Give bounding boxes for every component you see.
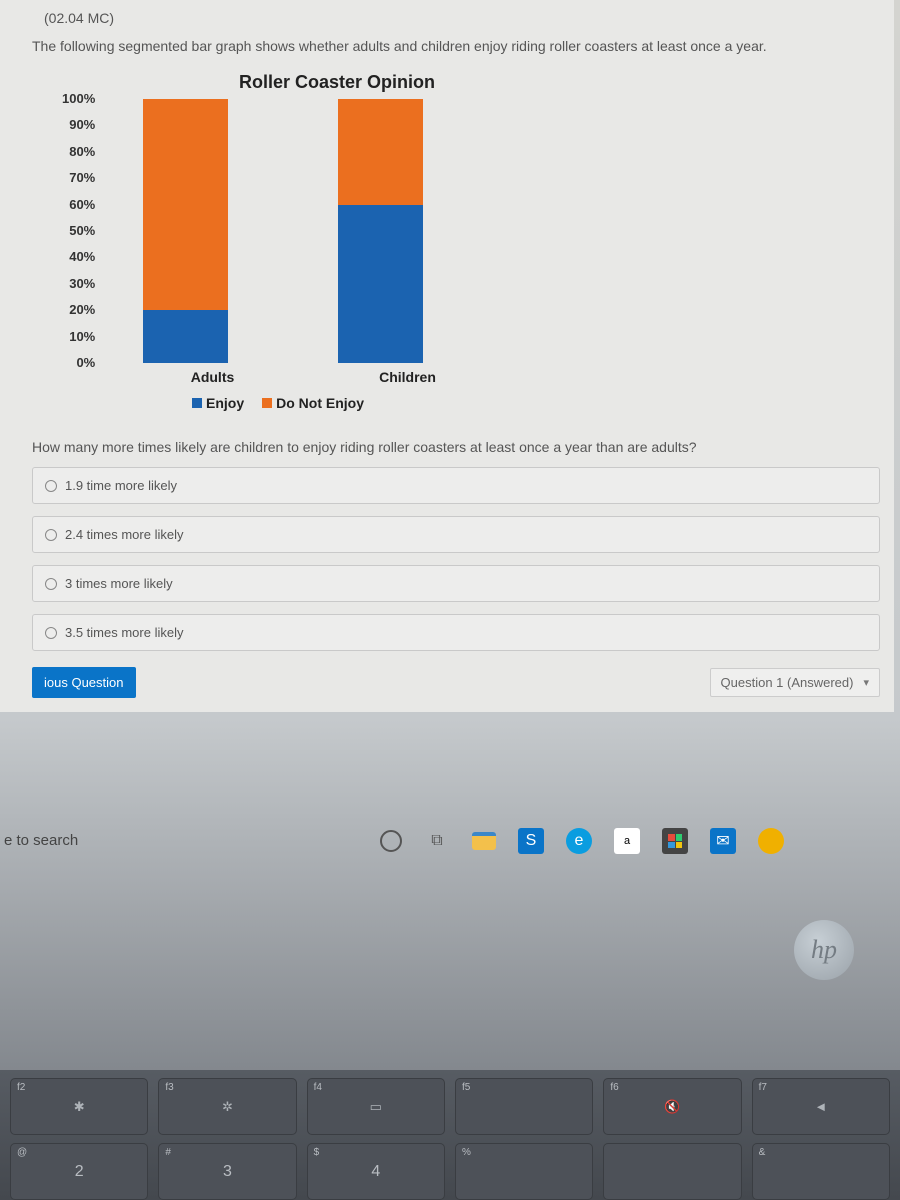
legend-swatch <box>262 398 272 408</box>
answer-option[interactable]: 1.9 time more likely <box>32 467 880 504</box>
keyboard-key: $4 <box>307 1143 445 1200</box>
search-hint-text: e to search <box>4 832 78 849</box>
bubble-icon[interactable] <box>758 828 784 854</box>
answer-option[interactable]: 2.4 times more likely <box>32 516 880 553</box>
segment-enjoy <box>338 205 423 363</box>
taskbar-icons: ⧉ S e a ✉ <box>380 828 784 854</box>
question-code: (02.04 MC) <box>32 10 880 38</box>
legend-item: Enjoy <box>192 395 244 411</box>
question-dropdown[interactable]: Question 1 (Answered) ▾ <box>710 668 880 697</box>
store-icon[interactable]: S <box>518 828 544 854</box>
radio-icon <box>45 627 57 639</box>
question-intro: The following segmented bar graph shows … <box>32 38 880 72</box>
chart-bar <box>338 99 423 363</box>
option-label: 3 times more likely <box>65 576 173 591</box>
quiz-page: (02.04 MC) The following segmented bar g… <box>0 0 894 712</box>
x-tick-label: Children <box>365 369 450 385</box>
option-label: 2.4 times more likely <box>65 527 183 542</box>
chart-x-axis: Adults Children <box>62 363 582 385</box>
hp-logo-text: hp <box>811 935 837 965</box>
chart-y-axis: 100%90%80%70%60%50%40%30%20%10%0% <box>62 99 103 363</box>
keyboard-num-row: @2#3$4% & <box>0 1135 900 1200</box>
previous-button-label: ious Question <box>44 675 124 690</box>
radio-icon <box>45 480 57 492</box>
radio-icon <box>45 529 57 541</box>
question-text: How many more times likely are children … <box>32 431 880 467</box>
edge-icon[interactable]: e <box>566 828 592 854</box>
keyboard-key: @2 <box>10 1143 148 1200</box>
keyboard-key <box>603 1143 741 1200</box>
cortana-icon[interactable] <box>380 830 402 852</box>
chart-legend: Enjoy Do Not Enjoy <box>62 385 582 411</box>
keyboard-key: #3 <box>158 1143 296 1200</box>
keyboard-key: f6🔇 <box>603 1078 741 1135</box>
option-label: 3.5 times more likely <box>65 625 183 640</box>
keyboard-key: f4▭ <box>307 1078 445 1135</box>
taskbar-search-input[interactable]: e to search <box>4 832 78 849</box>
keyboard-key: & <box>752 1143 890 1200</box>
legend-label: Do Not Enjoy <box>276 395 364 411</box>
option-label: 1.9 time more likely <box>65 478 177 493</box>
keyboard-key: f3✲ <box>158 1078 296 1135</box>
previous-question-button[interactable]: ious Question <box>32 667 136 698</box>
nav-row: ious Question Question 1 (Answered) ▾ <box>32 667 880 698</box>
ms-store-icon[interactable] <box>662 828 688 854</box>
keyboard-key: % <box>455 1143 593 1200</box>
chart-plot-area <box>103 99 463 363</box>
question-dropdown-label: Question 1 (Answered) <box>721 675 854 690</box>
segment-do-not-enjoy <box>143 99 228 310</box>
answer-option[interactable]: 3 times more likely <box>32 565 880 602</box>
radio-icon <box>45 578 57 590</box>
answer-options: 1.9 time more likely 2.4 times more likel… <box>32 467 880 651</box>
chart-plot: 100%90%80%70%60%50%40%30%20%10%0% <box>62 99 582 363</box>
keyboard-key: f5 <box>455 1078 593 1135</box>
x-tick-label: Adults <box>170 369 255 385</box>
hp-logo: hp <box>794 920 854 980</box>
chevron-down-icon: ▾ <box>863 676 869 689</box>
legend-label: Enjoy <box>206 395 244 411</box>
laptop-keyboard: f2✱f3✲f4▭f5f6🔇f7◄ @2#3$4% & <box>0 1070 900 1200</box>
task-view-icon[interactable]: ⧉ <box>424 828 450 854</box>
legend-swatch <box>192 398 202 408</box>
chart-bar <box>143 99 228 363</box>
chart-container: Roller Coaster Opinion 100%90%80%70%60%5… <box>62 72 582 411</box>
keyboard-fn-row: f2✱f3✲f4▭f5f6🔇f7◄ <box>0 1070 900 1135</box>
answer-option[interactable]: 3.5 times more likely <box>32 614 880 651</box>
segment-enjoy <box>143 310 228 363</box>
keyboard-key: f7◄ <box>752 1078 890 1135</box>
chart-title: Roller Coaster Opinion <box>62 72 582 93</box>
amazon-icon[interactable]: a <box>614 828 640 854</box>
keyboard-key: f2✱ <box>10 1078 148 1135</box>
legend-item: Do Not Enjoy <box>262 395 364 411</box>
segment-do-not-enjoy <box>338 99 423 205</box>
mail-icon[interactable]: ✉ <box>710 828 736 854</box>
file-explorer-icon[interactable] <box>472 832 496 850</box>
